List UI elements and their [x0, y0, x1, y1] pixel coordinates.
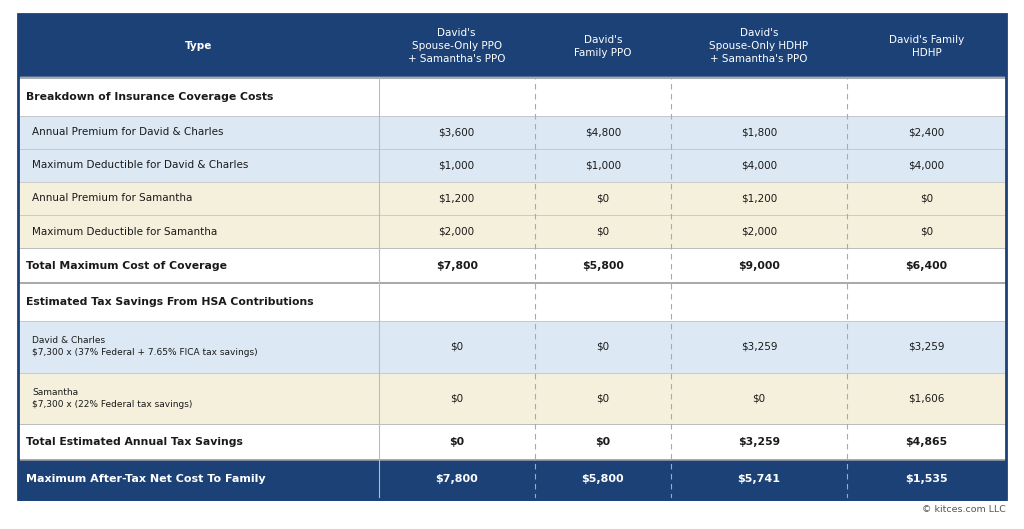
Text: Samantha
$7,300 x (22% Federal tax savings): Samantha $7,300 x (22% Federal tax savin… [32, 388, 193, 409]
Text: Maximum Deductible for Samantha: Maximum Deductible for Samantha [32, 226, 217, 236]
Text: Maximum After-Tax Net Cost To Family: Maximum After-Tax Net Cost To Family [26, 475, 265, 485]
Text: $5,800: $5,800 [582, 261, 624, 271]
Bar [18, 149, 1006, 182]
Text: $0: $0 [920, 226, 933, 236]
Text: $1,800: $1,800 [741, 127, 777, 137]
Text: Type: Type [184, 41, 212, 51]
Text: © kitces.com LLC: © kitces.com LLC [923, 505, 1006, 514]
Text: $0: $0 [596, 342, 609, 352]
Text: $7,800: $7,800 [435, 261, 477, 271]
Text: David's
Spouse-Only HDHP
+ Samantha's PPO: David's Spouse-Only HDHP + Samantha's PP… [710, 29, 809, 64]
Text: $0: $0 [753, 394, 766, 404]
Text: $5,741: $5,741 [737, 475, 780, 485]
Text: Breakdown of Insurance Coverage Costs: Breakdown of Insurance Coverage Costs [26, 92, 273, 102]
Text: Total Estimated Annual Tax Savings: Total Estimated Annual Tax Savings [26, 437, 243, 447]
Text: Total Maximum Cost of Coverage: Total Maximum Cost of Coverage [26, 261, 227, 271]
Text: Annual Premium for David & Charles: Annual Premium for David & Charles [32, 127, 223, 137]
Text: $1,200: $1,200 [741, 194, 777, 204]
Text: $0: $0 [920, 194, 933, 204]
Text: $4,800: $4,800 [585, 127, 621, 137]
Bar [18, 115, 1006, 149]
Bar [18, 284, 1006, 321]
Text: $0: $0 [596, 394, 609, 404]
Text: $3,259: $3,259 [740, 342, 777, 352]
Text: $2,400: $2,400 [908, 127, 944, 137]
Text: $2,000: $2,000 [438, 226, 475, 236]
Text: Estimated Tax Savings From HSA Contributions: Estimated Tax Savings From HSA Contribut… [26, 297, 313, 307]
Text: David's Family
HDHP: David's Family HDHP [889, 35, 964, 58]
Bar [18, 460, 1006, 499]
Text: $3,600: $3,600 [438, 127, 475, 137]
Bar [18, 424, 1006, 460]
Bar [18, 372, 1006, 424]
Text: $4,000: $4,000 [741, 160, 777, 170]
Text: $1,200: $1,200 [438, 194, 475, 204]
Bar [18, 78, 1006, 115]
Text: $3,259: $3,259 [908, 342, 945, 352]
Text: $0: $0 [595, 437, 610, 447]
Text: $0: $0 [451, 394, 463, 404]
Bar [18, 321, 1006, 372]
Bar [18, 14, 1006, 78]
Text: $4,865: $4,865 [905, 437, 947, 447]
Text: $0: $0 [451, 342, 463, 352]
Text: $6,400: $6,400 [905, 261, 947, 271]
Text: $0: $0 [596, 194, 609, 204]
Text: $9,000: $9,000 [738, 261, 780, 271]
Text: Annual Premium for Samantha: Annual Premium for Samantha [32, 194, 193, 204]
Text: David's
Family PPO: David's Family PPO [574, 35, 632, 58]
Bar [18, 215, 1006, 248]
Text: David & Charles
$7,300 x (37% Federal + 7.65% FICA tax savings): David & Charles $7,300 x (37% Federal + … [32, 336, 258, 358]
Text: $1,606: $1,606 [908, 394, 945, 404]
Text: Maximum Deductible for David & Charles: Maximum Deductible for David & Charles [32, 160, 249, 170]
Bar [18, 248, 1006, 284]
Text: $4,000: $4,000 [908, 160, 944, 170]
Text: $0: $0 [596, 226, 609, 236]
Text: $0: $0 [450, 437, 464, 447]
Text: $7,800: $7,800 [435, 475, 478, 485]
Text: $1,535: $1,535 [905, 475, 948, 485]
Text: $3,259: $3,259 [738, 437, 780, 447]
Text: David's
Spouse-Only PPO
+ Samantha's PPO: David's Spouse-Only PPO + Samantha's PPO [408, 29, 506, 64]
Text: $1,000: $1,000 [438, 160, 475, 170]
Text: $5,800: $5,800 [582, 475, 625, 485]
Text: $1,000: $1,000 [585, 160, 621, 170]
Bar [18, 182, 1006, 215]
Text: $2,000: $2,000 [741, 226, 777, 236]
